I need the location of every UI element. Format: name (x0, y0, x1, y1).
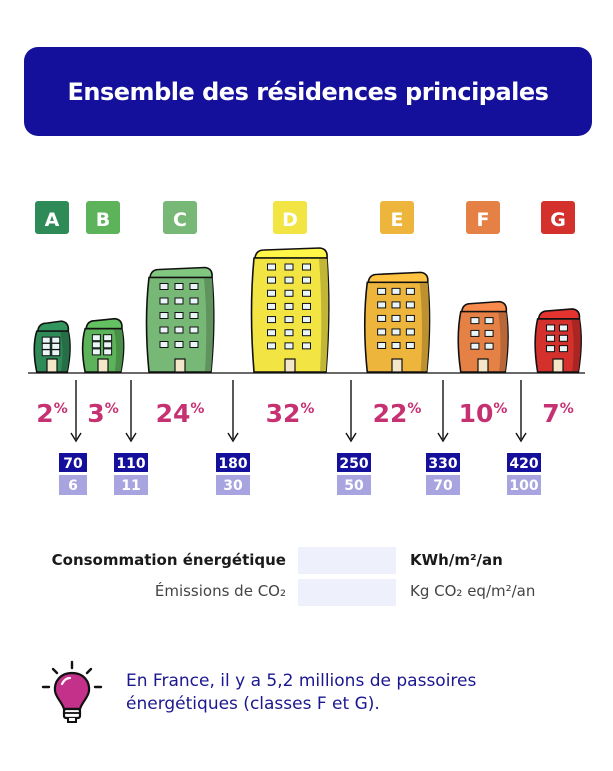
legend-consumption-unit: KWh/m²/an (410, 551, 503, 569)
threshold-arrow-2 (125, 380, 137, 443)
percent-label-d: 32% (266, 399, 315, 428)
consumption-threshold-330: 330 (426, 453, 460, 472)
title-banner: Ensemble des résidences principales (24, 47, 592, 136)
page-title: Ensemble des résidences principales (67, 77, 549, 106)
consumption-threshold-180: 180 (216, 453, 250, 472)
svg-text:22%: 22% (373, 399, 422, 428)
svg-text:70: 70 (433, 478, 453, 494)
threshold-arrow-5 (437, 380, 449, 443)
svg-text:70: 70 (63, 456, 83, 472)
consumption-threshold-250: 250 (337, 453, 371, 472)
class-badge-a: A (35, 201, 69, 234)
svg-text:11: 11 (121, 478, 140, 494)
class-badge-f: F (466, 201, 500, 234)
percent-label-f: 10% (459, 399, 508, 428)
svg-text:2%: 2% (36, 399, 67, 428)
building-g (534, 308, 582, 373)
threshold-arrow-3 (227, 380, 239, 443)
class-letter-a: A (45, 209, 60, 231)
legend-emissions-swatch (298, 579, 396, 606)
class-letter-d: D (282, 209, 298, 231)
class-badge-b: B (86, 201, 120, 234)
emissions-threshold-100: 100 (507, 475, 541, 495)
emissions-threshold-6: 6 (59, 475, 87, 495)
svg-text:7%: 7% (542, 399, 573, 428)
svg-text:32%: 32% (266, 399, 315, 428)
threshold-arrow-6 (515, 380, 527, 443)
svg-text:100: 100 (509, 478, 538, 494)
building-b (81, 317, 125, 373)
building-d (250, 247, 330, 373)
threshold-arrow-1 (70, 380, 82, 443)
class-letter-e: E (391, 209, 404, 231)
percent-label-g: 7% (542, 399, 573, 428)
consumption-threshold-70: 70 (59, 453, 87, 472)
svg-text:330: 330 (428, 456, 457, 472)
svg-text:50: 50 (344, 478, 364, 494)
threshold-arrow-4 (345, 380, 357, 443)
building-f (457, 300, 509, 373)
class-letter-g: G (550, 209, 566, 231)
energy-class-chart: A 2% B 3% C 24% D 32% E 22% F 10% G 7% 70 6 110 11 180 30 25… (28, 201, 585, 495)
svg-text:30: 30 (223, 478, 243, 494)
percent-label-b: 3% (87, 399, 118, 428)
class-badge-d: D (273, 201, 307, 234)
legend-emissions-label: Émissions de CO₂ (154, 582, 286, 600)
consumption-threshold-420: 420 (507, 453, 541, 472)
class-letter-f: F (477, 209, 490, 231)
svg-text:180: 180 (218, 456, 247, 472)
building-c (145, 266, 215, 373)
svg-text:24%: 24% (156, 399, 205, 428)
svg-text:110: 110 (116, 456, 145, 472)
legend-consumption-swatch (298, 547, 396, 574)
building-a (33, 320, 71, 373)
percent-label-e: 22% (373, 399, 422, 428)
footnote-text: En France, il y a 5,2 millions de passoi… (126, 671, 477, 714)
class-badge-g: G (541, 201, 575, 234)
svg-text:250: 250 (339, 456, 368, 472)
legend-emissions-unit: Kg CO₂ eq/m²/an (410, 582, 536, 600)
class-letter-b: B (96, 209, 110, 231)
svg-text:6: 6 (68, 478, 78, 494)
class-badge-e: E (380, 201, 414, 234)
svg-text:3%: 3% (87, 399, 118, 428)
svg-text:10%: 10% (459, 399, 508, 428)
emissions-threshold-50: 50 (337, 475, 371, 495)
building-e (363, 271, 431, 373)
emissions-threshold-11: 11 (114, 475, 148, 495)
consumption-threshold-110: 110 (114, 453, 148, 472)
emissions-threshold-70: 70 (426, 475, 460, 495)
emissions-threshold-30: 30 (216, 475, 250, 495)
percent-label-c: 24% (156, 399, 205, 428)
lightbulb-icon (41, 660, 103, 723)
class-badge-c: C (163, 201, 197, 234)
percent-label-a: 2% (36, 399, 67, 428)
legend-consumption-label: Consommation énergétique (51, 551, 286, 569)
svg-text:420: 420 (509, 456, 538, 472)
class-letter-c: C (173, 209, 187, 231)
